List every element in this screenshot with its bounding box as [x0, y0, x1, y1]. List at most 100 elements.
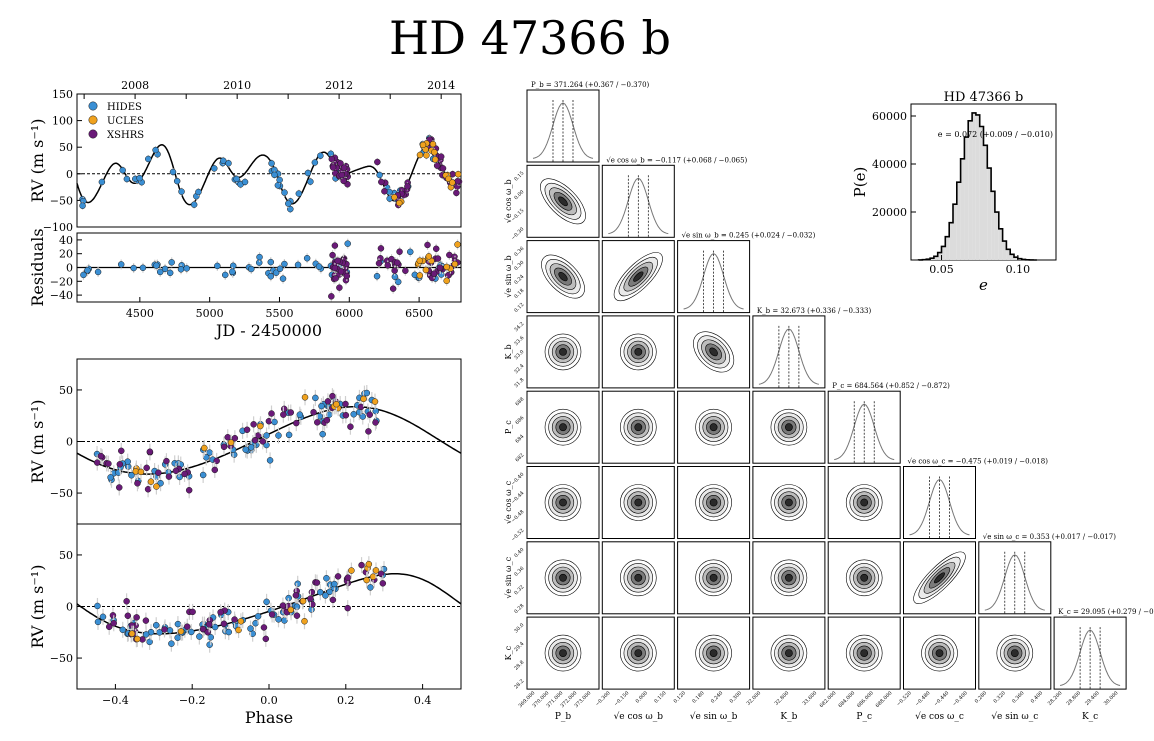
res-point-xshrs	[402, 267, 409, 274]
ts-year-label: 2012	[325, 79, 353, 92]
phase_c-point-hides	[94, 602, 101, 610]
phase_c-point-hides	[326, 588, 333, 596]
ts-point-hides	[295, 190, 303, 197]
phase_c-point-xshrs	[217, 609, 224, 616]
corner-contour	[934, 572, 945, 584]
corner-xtick-label: 0.400	[1030, 690, 1044, 704]
phase_b-point-ucles	[257, 422, 264, 430]
ts-point-ucles	[429, 140, 437, 148]
ts-point-hides	[136, 174, 143, 182]
phase_c-point-hides	[152, 621, 160, 629]
corner-ytick-label: 0.24	[513, 274, 525, 286]
legend-label-hides: HIDES	[107, 102, 142, 113]
phase_c-point-hides	[317, 588, 324, 596]
res-point-hides	[344, 240, 351, 247]
hist-bar	[994, 212, 999, 260]
ts-point-hides	[123, 175, 131, 183]
hist-bar	[979, 126, 984, 260]
phase_c-point-xshrs	[313, 579, 321, 586]
corner-param-title: K_b = 32.673 (+0.336 / −0.333)	[757, 307, 872, 315]
res-point-hides	[281, 260, 288, 268]
corner-xtick-label: 29.400	[1084, 690, 1101, 707]
ts-point-hides	[317, 152, 324, 159]
phase_b-point-xshrs	[144, 486, 152, 493]
hist-bar	[941, 246, 946, 260]
res-point-hides	[248, 265, 255, 273]
corner-xtick-label: 32.000	[746, 690, 763, 707]
corner-contour	[785, 573, 793, 582]
ts-point-hides	[281, 189, 288, 196]
ts-point-xshrs	[340, 164, 348, 171]
phase_b-point-ucles	[227, 439, 235, 446]
phase_c-point-xshrs	[142, 617, 150, 624]
res-xtick-label: 4500	[126, 307, 154, 320]
phase_b-point-xshrs	[259, 438, 267, 445]
corner-xtick-label: −0.400	[952, 690, 969, 707]
phase_b-point-xshrs	[323, 416, 331, 424]
res-point-hides	[139, 264, 147, 272]
corner-yaxis-label: K_c	[504, 645, 513, 660]
res-point-hides	[177, 266, 185, 273]
res-point-ucles	[425, 253, 433, 260]
res-point-xshrs	[396, 248, 403, 255]
corner-ytick-label: 33.6	[513, 335, 525, 347]
ts-point-hides	[376, 171, 383, 179]
phase_c-point-xshrs	[329, 596, 337, 604]
phase_c-point-xshrs	[105, 623, 113, 631]
corner-contour	[634, 573, 643, 582]
phase_c-point-ucles	[365, 560, 373, 568]
phase_b-point-hides	[350, 411, 357, 418]
phase_c-point-xshrs	[220, 620, 228, 628]
corner-xaxis-label: K_c	[1082, 712, 1098, 722]
ts-ytick-label: −50	[50, 194, 73, 207]
phase-folded-c-panel: 50 0 −50 −0.4 −0.2 0.0 0.2 0.4 RV (m s⁻¹) Phase	[28, 523, 462, 727]
res-point-xshrs	[332, 275, 339, 282]
phase_b-point-xshrs	[181, 470, 188, 478]
res-point-ucles	[454, 241, 461, 248]
phase_b-point-ucles	[371, 398, 379, 405]
phase_b-point-xshrs	[93, 459, 101, 466]
phase_c-point-ucles	[177, 628, 185, 635]
corner-contour	[709, 649, 718, 657]
res-point-xshrs	[389, 285, 397, 292]
res-point-hides	[407, 248, 414, 256]
corner-xtick-label: −0.150	[613, 690, 630, 707]
hist-bar	[952, 204, 957, 260]
corner-param-title: P_c = 684.564 (+0.852 / −0.872)	[832, 382, 950, 390]
phase_c-ylabel: RV (m s⁻¹)	[28, 565, 47, 649]
corner-ytick-label: 0.28	[513, 603, 525, 615]
ts-point-xshrs	[433, 162, 441, 169]
phase_c-point-xshrs	[344, 574, 352, 581]
phase_b-point-xshrs	[211, 466, 219, 474]
corner-yaxis-label: √e sin ω_b	[504, 255, 513, 297]
res-point-hides	[303, 254, 311, 262]
ts-ytick-label: 50	[59, 141, 73, 154]
corner-yaxis-label: √e cos ω_c	[504, 480, 513, 524]
corner-ytick-label: 0.36	[513, 566, 525, 578]
phase_b-point-xshrs	[314, 419, 321, 426]
hist-ytick-label: 60000	[872, 110, 907, 123]
phase_b-point-ucles	[301, 394, 309, 401]
res-xtick-label: 6500	[405, 307, 433, 320]
corner-ytick-label: 28.2	[513, 678, 525, 690]
hist-bar	[991, 191, 995, 260]
phase_c-point-xshrs	[124, 612, 132, 620]
corner-hist-step	[608, 177, 669, 235]
eccentricity-histogram: 60000 40000 20000 0.05 0.10 HD 47366 b e P(e) e …	[851, 90, 1057, 294]
res-point-xshrs	[432, 245, 440, 253]
phase_c-point-xshrs	[231, 616, 238, 623]
phase_c-point-ucles	[134, 635, 141, 643]
phase_b-point-hides	[266, 457, 274, 464]
phase_b-point-xshrs	[243, 426, 251, 434]
hist-bar	[1010, 254, 1015, 260]
ts-point-xshrs	[437, 153, 445, 160]
corner-ytick-label: 32.4	[513, 363, 525, 375]
corner-contour	[1010, 649, 1019, 657]
phase_c-point-hides	[168, 640, 175, 647]
phase_b-point-xshrs	[172, 467, 180, 475]
phase_c-point-xshrs	[379, 580, 387, 587]
phase_c-point-hides	[99, 613, 107, 621]
phase_c-point-ucles	[237, 618, 245, 625]
phase_c-point-ucles	[287, 606, 295, 614]
corner-ytick-label: −0.52	[510, 528, 525, 543]
